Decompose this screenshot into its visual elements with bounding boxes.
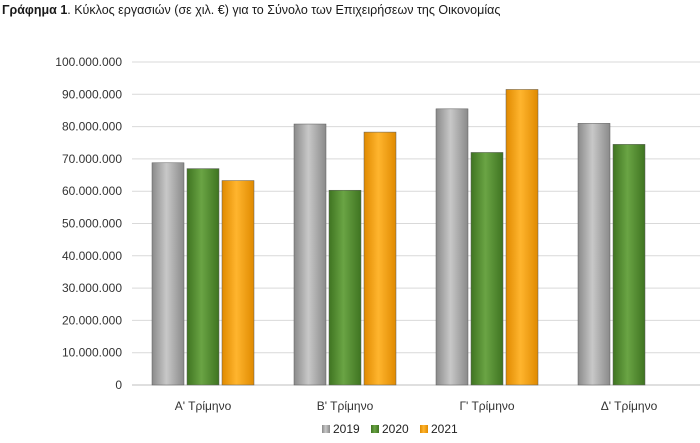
y-tick-label: 70.000.000	[62, 152, 122, 166]
legend-swatch-2019	[322, 425, 330, 433]
chart-caption: Γράφημα 1. Κύκλος εργασιών (σε χιλ. €) γ…	[2, 3, 500, 17]
bar-2019-1	[151, 162, 185, 386]
bar-2020-3	[470, 152, 504, 386]
legend-swatch-2020	[371, 425, 379, 433]
y-tick-label: 30.000.000	[62, 281, 122, 295]
x-tick-label: Γ' Τρίμηνο	[459, 399, 514, 413]
legend-label-2020: 2020	[382, 422, 409, 436]
bar-2020-1	[186, 168, 220, 386]
bar-2019-4	[577, 123, 611, 386]
y-tick-label: 90.000.000	[62, 87, 122, 101]
y-tick-label: 40.000.000	[62, 249, 122, 263]
y-tick-label: 20.000.000	[62, 313, 122, 327]
caption-label: Γράφημα 1	[2, 3, 68, 17]
y-tick-label: 50.000.000	[62, 217, 122, 231]
bar-2021-1	[221, 180, 255, 386]
bar-2019-3	[435, 108, 469, 386]
x-tick-label: Α' Τρίμηνο	[175, 399, 232, 413]
caption-text: . Κύκλος εργασιών (σε χιλ. €) για το Σύν…	[67, 3, 501, 17]
bar-2020-4	[612, 144, 646, 386]
y-tick-label: 100.000.000	[55, 55, 122, 69]
legend-swatch-2021	[420, 425, 428, 433]
bar-2019-2	[293, 123, 327, 386]
x-axis-ticks: Α' Τρίμηνο Β' Τρίμηνο Γ' Τρίμηνο Δ' Τρίμηνο	[175, 399, 658, 413]
y-tick-label: 10.000.000	[62, 346, 122, 360]
legend-label-2019: 2019	[333, 422, 360, 436]
y-axis-ticks: 0 10.000.000 20.000.000 30.000.000 40.000.00…	[55, 55, 122, 392]
bars	[151, 89, 646, 386]
legend-label-2021: 2021	[431, 422, 458, 436]
legend: 2019 2020 2021	[322, 422, 458, 436]
bar-2020-2	[328, 189, 362, 386]
y-tick-label: 80.000.000	[62, 120, 122, 134]
bar-2021-2	[363, 131, 397, 386]
y-tick-label: 60.000.000	[62, 184, 122, 198]
bar-2021-3	[505, 89, 539, 386]
x-tick-label: Β' Τρίμηνο	[317, 399, 374, 413]
y-tick-label: 0	[115, 378, 122, 392]
x-tick-label: Δ' Τρίμηνο	[601, 399, 658, 413]
